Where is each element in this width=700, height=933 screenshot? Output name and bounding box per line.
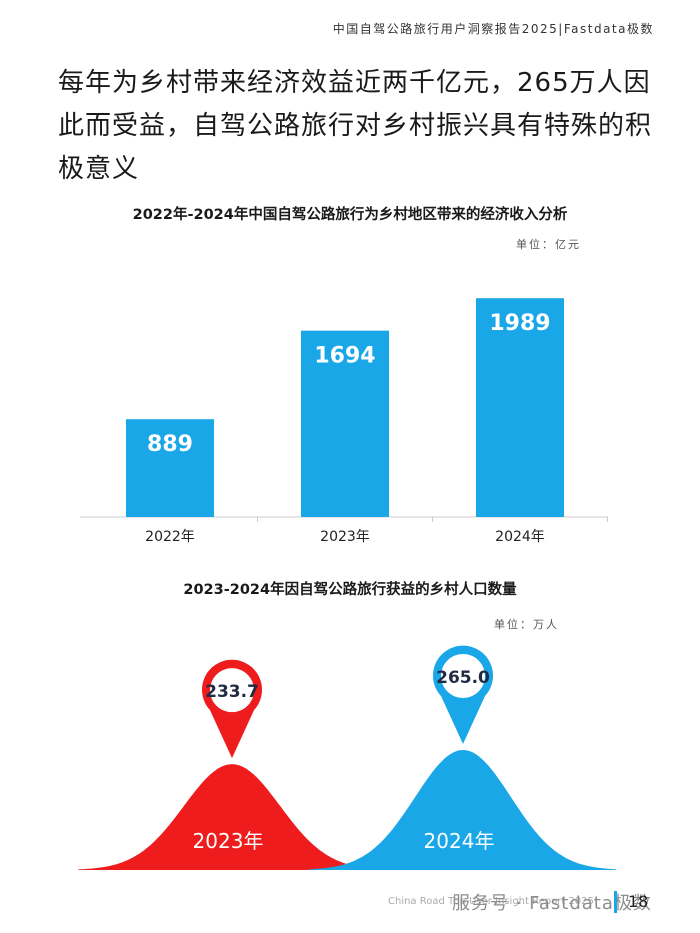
area-chart-title: 2023-2024年因自驾公路旅行获益的乡村人口数量 (183, 582, 517, 598)
bar-value-label: 889 (147, 432, 193, 457)
pin-value-label: 265.0 (436, 668, 490, 688)
x-tick-label: 2024年 (495, 529, 545, 545)
x-tick-label: 2022年 (145, 529, 195, 545)
area-chart-unit: 单位：万人 (494, 618, 559, 631)
watermark: 服务号 · Fastdata极数 (452, 893, 652, 914)
pin-value-label: 233.7 (205, 682, 259, 702)
headline-line-3: 极意义 (58, 154, 140, 184)
bar-chart: 889 2022年 1694 2023年 1989 2024年 (80, 298, 608, 545)
bar-2022 (126, 419, 214, 517)
x-tick-label: 2023年 (320, 529, 370, 545)
bell-year-label: 2023年 (193, 829, 264, 853)
population-chart: 2023年 233.7 2024年 265.0 (78, 645, 617, 870)
bell-year-label: 2024年 (424, 829, 495, 853)
pin-inner-circle (210, 668, 254, 713)
pin-inner-circle (441, 654, 485, 698)
headline-line-1: 每年为乡村带来经济效益近两千亿元，265万人因 (58, 68, 651, 98)
page-number-bar (614, 891, 617, 913)
bar-2024 (476, 298, 564, 517)
page-number: 18 (628, 892, 649, 911)
bar-value-label: 1989 (489, 311, 550, 336)
bell-2024 (309, 750, 617, 870)
bar-value-label: 1694 (314, 344, 375, 369)
footer-report-text: China Road Trip User Insight Report 2025 (388, 896, 594, 907)
bell-2023 (78, 764, 386, 870)
report-header-title: 中国自驾公路旅行用户洞察报告2025|Fastdata极数 (332, 22, 654, 36)
bar-chart-title: 2022年-2024年中国自驾公路旅行为乡村地区带来的经济收入分析 (132, 207, 568, 223)
bar-chart-unit: 单位：亿元 (516, 238, 581, 251)
page-headline: 每年为乡村带来经济效益近两千亿元，265万人因 此而受益，自驾公路旅行对乡村振兴… (58, 62, 658, 191)
bar-2023 (301, 330, 389, 517)
headline-line-2: 此而受益，自驾公路旅行对乡村振兴具有特殊的积 (58, 111, 653, 141)
